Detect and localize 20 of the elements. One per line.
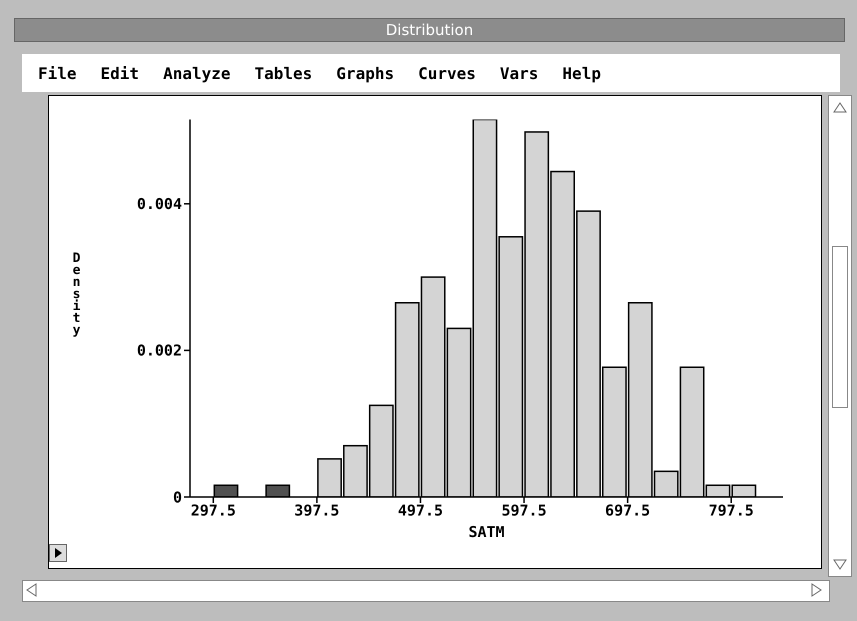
text: File <box>38 64 77 82</box>
text: Graphs <box>336 64 394 82</box>
text: Tables <box>254 64 312 82</box>
text: Edit <box>100 64 140 82</box>
x-tick-label: 397.5 <box>294 502 340 520</box>
x-tick-label: 297.5 <box>190 502 236 520</box>
x-tick-label: 597.5 <box>501 502 547 520</box>
x-tick-label: 697.5 <box>605 502 650 520</box>
text: Analyze <box>163 64 230 82</box>
y-tick-label: 0.004 <box>136 195 182 214</box>
y-tick-label: 0.002 <box>136 342 182 360</box>
chart-title: Distribution <box>15 19 844 41</box>
x-tick-label: 497.5 <box>398 502 444 520</box>
text: Vars <box>500 64 538 82</box>
x-axis-title: SATM <box>468 523 505 541</box>
x-tick-label: 797.5 <box>708 502 754 520</box>
y-tick-label: 0 <box>172 488 182 506</box>
y-axis-title: Density <box>69 251 84 335</box>
text: Help <box>562 64 601 82</box>
text: Curves <box>418 64 476 82</box>
